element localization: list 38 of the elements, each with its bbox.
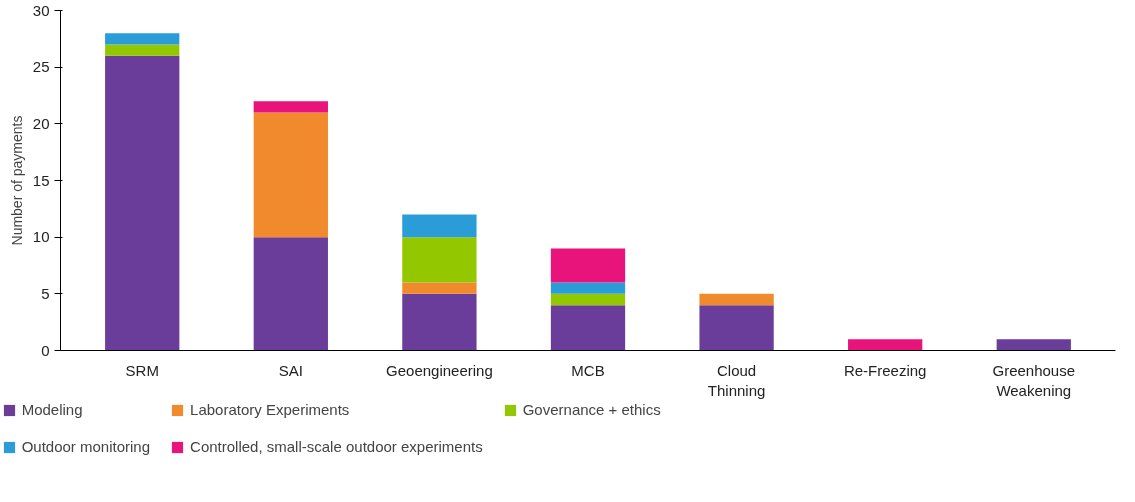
y-tick-label: 5 — [41, 284, 50, 302]
y-tick-label: 15 — [32, 171, 50, 189]
y-tick-label: 20 — [32, 114, 50, 132]
bar — [550, 305, 626, 351]
bar — [848, 339, 923, 351]
bar — [105, 44, 180, 56]
y-tick-label: 0 — [41, 341, 50, 359]
bar — [699, 305, 774, 351]
x-tick-label: SRM — [125, 361, 159, 379]
bar — [402, 282, 477, 294]
bar — [105, 55, 180, 351]
legend-label: Outdoor monitoring — [21, 438, 151, 455]
y-axis-title: Number of payments — [8, 115, 25, 246]
y-tick-label: 10 — [32, 228, 50, 246]
x-tick-label: MCB — [571, 361, 605, 379]
bar — [253, 237, 328, 351]
x-tick-label: Greenhouse Weakening — [992, 361, 1076, 399]
x-tick-label: Geoengineering — [386, 361, 493, 379]
legend-label: Laboratory Experiments — [190, 401, 350, 418]
legend-label: Governance + ethics — [522, 401, 661, 418]
bar — [699, 293, 774, 306]
x-tick-label: Re-Freezing — [843, 361, 927, 379]
bar — [105, 33, 180, 45]
bar — [996, 339, 1071, 351]
y-tick-label: 30 — [32, 1, 50, 19]
bar — [253, 101, 328, 113]
bar — [550, 282, 626, 294]
bar — [402, 237, 477, 283]
bar — [550, 293, 626, 306]
y-tick-label: 25 — [32, 58, 50, 76]
legend-label: Controlled, small-scale outdoor experiments — [190, 438, 483, 455]
bar — [253, 112, 328, 238]
bar — [402, 214, 477, 238]
x-tick-label: SAI — [278, 361, 303, 379]
x-tick-label: Cloud Thinning — [707, 361, 766, 399]
bar — [402, 293, 477, 351]
bar — [550, 248, 626, 283]
legend-label: Modeling — [21, 401, 83, 418]
